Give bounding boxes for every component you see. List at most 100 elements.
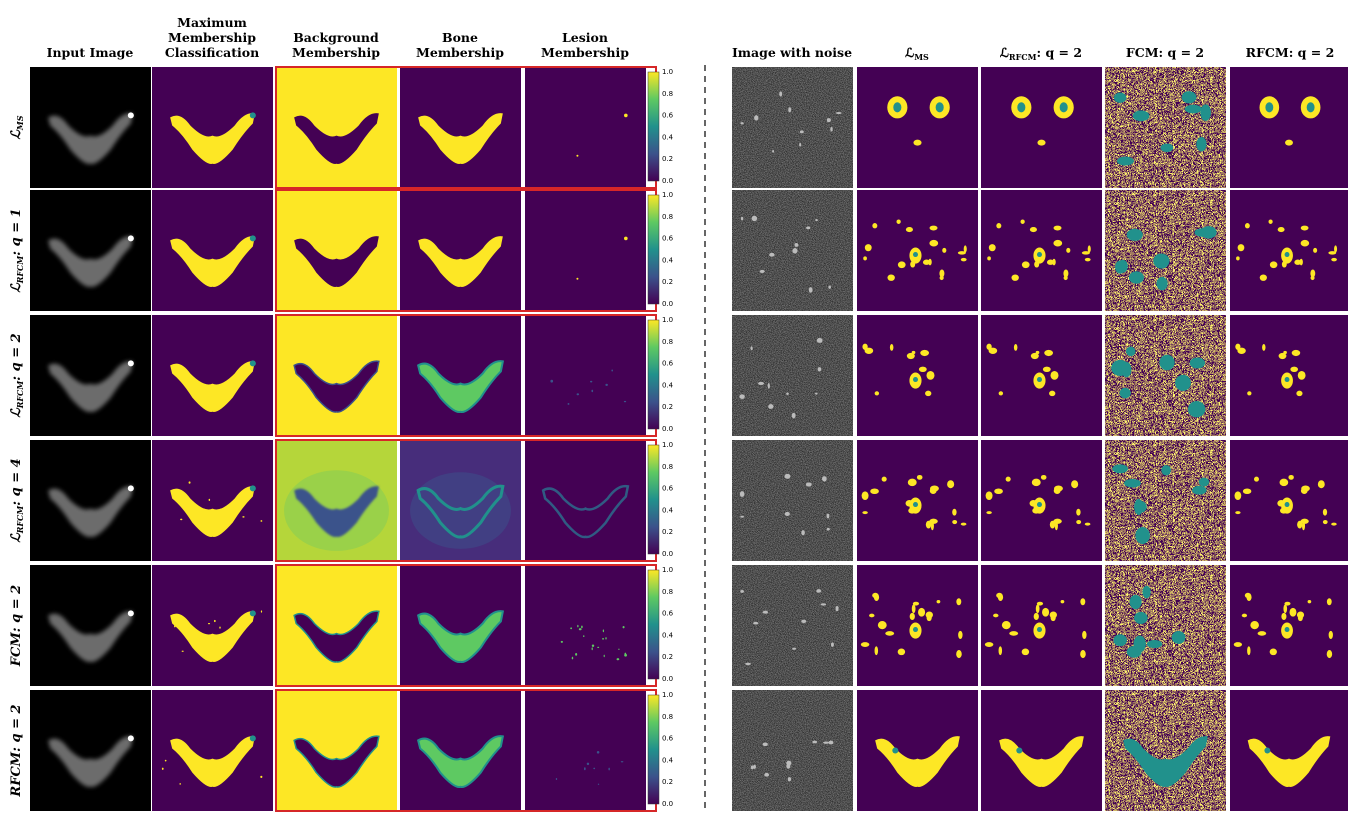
bone-mask — [170, 486, 255, 538]
blob — [1299, 258, 1303, 266]
blob — [751, 215, 758, 222]
colorbar-tick: 0.6 — [662, 112, 674, 120]
blob — [758, 381, 765, 385]
image-panel — [152, 565, 273, 686]
blob — [623, 400, 627, 403]
blob — [887, 274, 895, 281]
lesion — [1059, 102, 1068, 113]
blob — [1128, 271, 1144, 284]
image-panel — [525, 67, 646, 188]
cluster — [999, 736, 1084, 788]
blob — [750, 346, 753, 351]
blob — [929, 225, 938, 231]
blob — [916, 474, 923, 480]
bg — [30, 315, 151, 436]
blob — [602, 638, 605, 640]
blob — [1283, 604, 1288, 614]
lesion — [892, 747, 899, 754]
image-panel — [276, 440, 397, 561]
blob — [1124, 478, 1141, 488]
column-header-symbol: ℒ — [905, 45, 915, 60]
column-header: Lesion — [562, 30, 608, 45]
colorbar-tick: 0.0 — [662, 800, 673, 808]
blob — [1283, 350, 1287, 355]
cluster — [1285, 139, 1293, 146]
blob — [174, 625, 176, 628]
blob — [1300, 239, 1310, 247]
blob — [835, 111, 842, 115]
blob — [1035, 350, 1040, 355]
colorbar-tick: 0.6 — [662, 735, 674, 743]
blob — [608, 767, 610, 771]
blob — [1328, 251, 1337, 255]
blob — [1241, 613, 1248, 618]
image-panel — [525, 565, 646, 686]
edge — [416, 360, 505, 414]
blob — [815, 392, 818, 395]
image-panel — [981, 440, 1102, 561]
blob — [826, 513, 830, 519]
image-panel — [276, 67, 397, 188]
blob — [861, 491, 869, 500]
blob — [820, 603, 827, 606]
lesion — [1284, 252, 1290, 258]
blob — [1042, 607, 1050, 617]
blob — [602, 629, 605, 633]
bg — [276, 315, 397, 436]
blob — [1021, 261, 1030, 269]
blob — [1117, 259, 1128, 273]
blob — [877, 621, 887, 630]
blob — [242, 516, 245, 518]
blob — [586, 762, 590, 766]
blob — [597, 783, 600, 785]
lesion — [1036, 502, 1043, 508]
column-header-sub: MS — [914, 52, 929, 62]
bone — [418, 361, 503, 413]
bg — [525, 315, 646, 436]
blob — [1184, 104, 1202, 114]
bg — [152, 440, 273, 561]
blob — [1175, 374, 1191, 391]
blob — [1307, 599, 1312, 604]
blob — [1301, 521, 1306, 531]
blob — [1192, 485, 1207, 495]
bone-membership — [294, 611, 379, 663]
blob — [555, 778, 558, 780]
blob — [260, 775, 263, 778]
bg — [981, 67, 1102, 188]
blob — [930, 521, 934, 531]
blob — [787, 777, 792, 782]
noise — [732, 690, 853, 811]
bone-membership — [294, 113, 379, 165]
image-panel — [1105, 565, 1226, 686]
image-panel — [1230, 690, 1348, 811]
blob — [578, 628, 582, 631]
blob — [994, 488, 1003, 495]
blob — [1125, 346, 1136, 357]
blob — [1031, 478, 1041, 487]
image-panel — [1105, 315, 1226, 436]
blob — [1126, 228, 1143, 241]
image-panel — [1105, 190, 1226, 311]
blob — [1328, 630, 1333, 640]
blob — [791, 412, 796, 419]
blob — [874, 646, 879, 656]
colorbar-tick: 0.2 — [662, 278, 673, 286]
blob — [1268, 219, 1273, 224]
image-panel — [857, 190, 978, 311]
blob — [1146, 639, 1163, 649]
blob — [986, 511, 992, 515]
blob — [577, 624, 579, 628]
blob — [1247, 391, 1252, 396]
colorbar-tick: 0.8 — [662, 338, 673, 346]
blob — [864, 244, 872, 252]
colorbar-tick: 0.4 — [662, 506, 674, 514]
colorbar-tick: 0.0 — [662, 550, 673, 558]
blob — [949, 481, 954, 488]
bone — [416, 484, 505, 539]
bone-membership — [294, 736, 379, 788]
blob — [1080, 598, 1086, 606]
blob — [874, 391, 880, 396]
colorbar-tick: 0.0 — [662, 177, 673, 185]
image-panel — [152, 690, 273, 811]
